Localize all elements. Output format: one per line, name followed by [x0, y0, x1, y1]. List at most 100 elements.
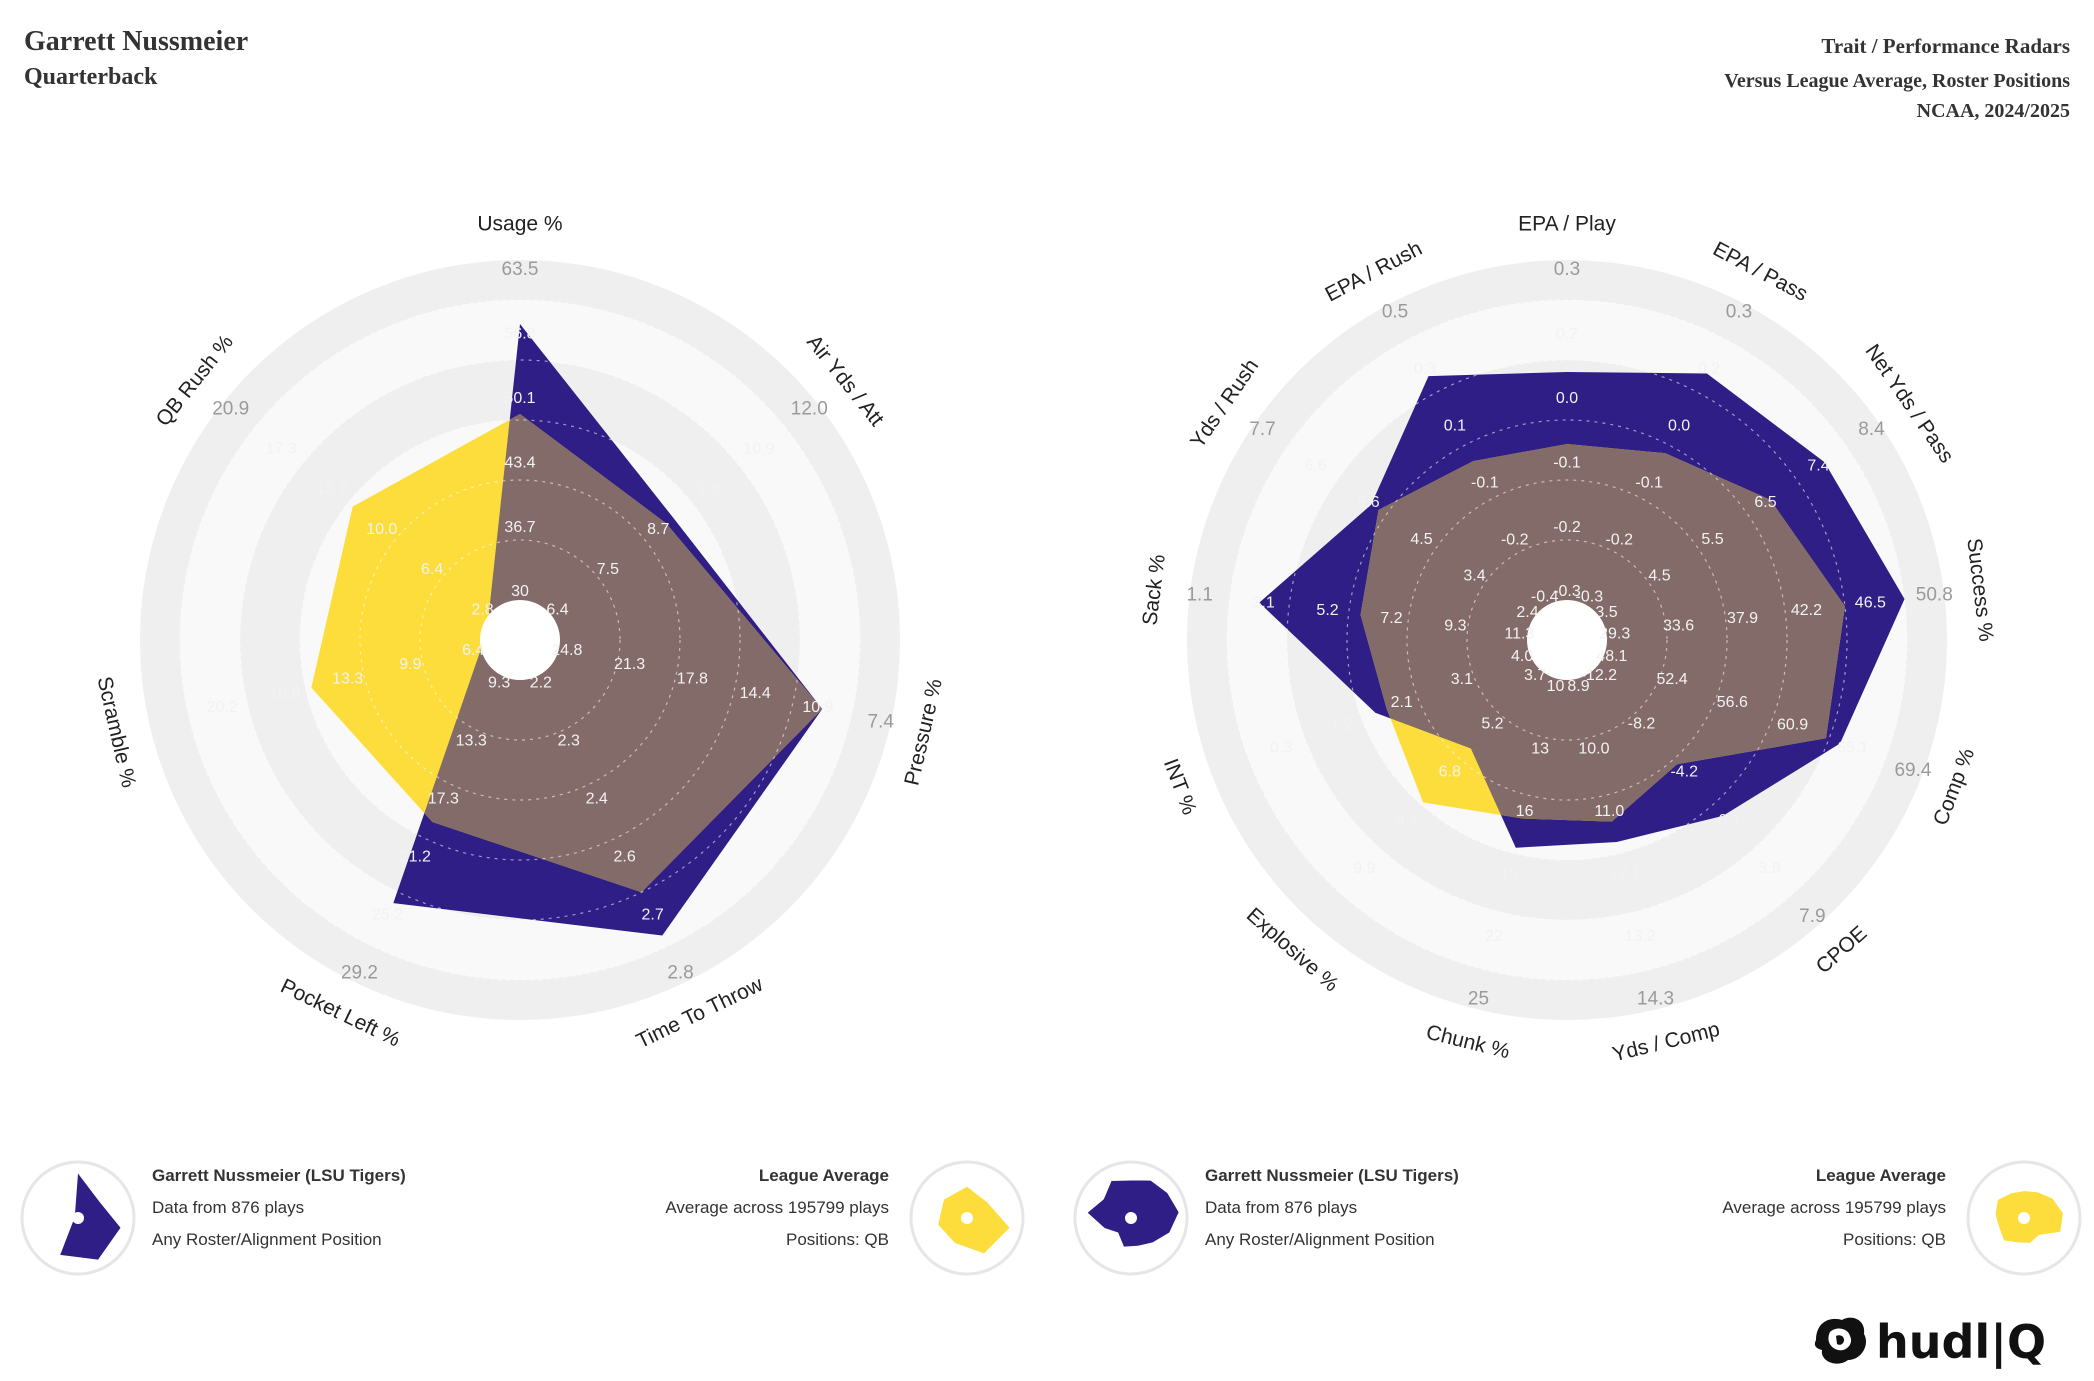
hudl-iq-logo: hudl|Q [1814, 1315, 2046, 1370]
radar-gridline [419, 539, 621, 741]
trait-radar-chart: 30 36.7 43.4 50.1 56.8 63.5 Usage % 6.4 7.5 8.7 9.… [93, 213, 947, 1054]
axis-tick-label: 13.3 [332, 671, 363, 688]
axis-tick-label: 1.2 [1330, 717, 1352, 734]
axis-tick-label: 29.2 [341, 962, 378, 983]
axis-tick-label: 21.3 [614, 656, 645, 673]
axis-tick-label: 24.8 [551, 642, 582, 659]
axis-tick-label: 8.9 [1567, 678, 1589, 695]
axis-tick-label: 0.3 [1270, 740, 1292, 757]
axis-tick-label: 6.5 [1754, 494, 1776, 511]
axis-label: Yds / Comp [1610, 1018, 1722, 1067]
axis-tick-label: 19 [1500, 865, 1518, 882]
axis-tick-label: -0.4 [1531, 589, 1559, 606]
player-mini-radar-icon [20, 1160, 136, 1276]
axis-label: Scramble % [93, 674, 141, 789]
legend-league-title: League Average [758, 1166, 889, 1185]
legend-player-line2: Any Roster/Alignment Position [152, 1230, 382, 1249]
axis-tick-label: 10.0 [1578, 740, 1609, 757]
axis-tick-label: 0.3 [1726, 301, 1752, 322]
league-mini-radar-icon [909, 1160, 1025, 1276]
axis-tick-label: 2.7 [641, 907, 663, 924]
axis-tick-label: 5.5 [1701, 531, 1723, 548]
axis-tick-label: 4.0 [1511, 648, 1533, 665]
axis-tick-label: -0.1 [1713, 812, 1741, 829]
axis-tick-label: 11.3 [1504, 625, 1534, 642]
axis-tick-label: 2.2 [530, 674, 552, 691]
league-mini-radar-icon [1966, 1160, 2082, 1276]
axis-tick-label: 6.4 [546, 601, 568, 618]
axis-label: Sack % [1138, 553, 1169, 626]
axis-tick-label: 0.2 [1698, 361, 1720, 378]
chart-subtitle: Versus League Average, Roster Positions [1724, 70, 2070, 92]
axis-tick-label: 63.5 [502, 259, 539, 280]
axis-tick-label: 56.6 [1717, 694, 1748, 711]
axis-tick-label: 9.9 [1353, 860, 1375, 877]
axis-tick-label: 6.4 [421, 561, 443, 578]
axis-tick-label: -0.1 [1471, 475, 1499, 492]
axis-label: Pressure % [900, 677, 947, 788]
axis-tick-label: 7.4 [868, 711, 895, 732]
mini-radar-shape [60, 1173, 121, 1260]
axis-tick-label: 0.0 [1556, 390, 1578, 407]
axis-tick-label: -8.2 [1628, 715, 1656, 732]
axis-tick-label: 12.0 [791, 398, 828, 419]
axis-tick-label: 20.9 [212, 398, 249, 419]
radar-gridline [179, 299, 861, 981]
axis-tick-label: -0.1 [1553, 454, 1581, 471]
axis-tick-label: 9.3 [1444, 618, 1466, 635]
legend-left: Garrett Nussmeier (LSU Tigers) Data from… [0, 1160, 1047, 1280]
legend-player: Garrett Nussmeier (LSU Tigers) Data from… [1205, 1160, 1459, 1256]
legend-player-title: Garrett Nussmeier (LSU Tigers) [1205, 1166, 1459, 1185]
axis-tick-label: -4.2 [1670, 764, 1698, 781]
radar-gridline [1346, 419, 1788, 861]
axis-tick-label: 13.7 [316, 481, 347, 498]
axis-tick-label: 43.4 [504, 454, 535, 471]
axis-tick-label: 4.5 [1648, 567, 1670, 584]
season-label: NCAA, 2024/2025 [1916, 100, 2070, 122]
radar-gridline [1466, 539, 1668, 741]
legend-league-line2: Positions: QB [786, 1230, 889, 1249]
chart-title: Trait / Performance Radars [1821, 34, 2070, 58]
radar-gridline [1286, 359, 1848, 921]
axis-tick-label: 16 [1516, 803, 1534, 820]
axis-tick-label: 14.4 [740, 685, 771, 702]
legend-right: Garrett Nussmeier (LSU Tigers) Data from… [1047, 1160, 2094, 1280]
logo-text: hudl|Q [1876, 1315, 2046, 1370]
radar-gridline [359, 479, 681, 801]
legend-league-title: League Average [1815, 1166, 1946, 1185]
axis-tick-label: 48.1 [1596, 648, 1627, 665]
axis-label: Usage % [477, 213, 562, 236]
axis-tick-label: 3.7 [1524, 667, 1546, 684]
radar-gridline [1406, 479, 1728, 801]
axis-tick-label: 52.4 [1657, 671, 1688, 688]
axis-tick-label: 7.9 [1799, 906, 1825, 927]
axis-tick-label: 13.2 [1625, 928, 1656, 945]
axis-tick-label: -0.3 [1576, 589, 1604, 606]
axis-tick-label: 8.4 [1396, 812, 1418, 829]
axis-tick-label: 12.1 [1609, 865, 1640, 882]
axis-tick-label: 13.3 [456, 732, 487, 749]
axis-tick-label: 17.8 [677, 671, 708, 688]
axis-tick-label: 30 [511, 583, 529, 600]
axis-tick-label: 60.9 [1777, 717, 1808, 734]
legend-player-line2: Any Roster/Alignment Position [1205, 1230, 1435, 1249]
axis-tick-label: 9.9 [399, 656, 421, 673]
axis-tick-label: 5.6 [1357, 494, 1379, 511]
axis-tick-label: 0.2 [1556, 326, 1578, 343]
axis-label: EPA / Play [1518, 213, 1616, 236]
axis-tick-label: 7.7 [1249, 419, 1275, 440]
axis-tick-label: 6.4 [462, 642, 484, 659]
legend-league-line1: Average across 195799 plays [1722, 1198, 1946, 1217]
axis-tick-label: 11.0 [1594, 803, 1624, 820]
axis-tick-label: 0.5 [1382, 301, 1408, 322]
axis-tick-label: 21.2 [400, 849, 431, 866]
player-position: Quarterback [24, 64, 158, 90]
axis-label: INT % [1159, 756, 1201, 818]
axis-tick-label: 69.4 [1894, 760, 1931, 781]
axis-label: CPOE [1812, 922, 1872, 979]
axis-tick-label: 3.9 [1759, 860, 1781, 877]
axis-tick-label: 2.6 [614, 849, 636, 866]
axis-tick-label: 6.6 [1304, 458, 1326, 475]
axis-tick-label: 3.4 [1463, 567, 1485, 584]
axis-tick-label: 3.1 [1253, 594, 1275, 611]
